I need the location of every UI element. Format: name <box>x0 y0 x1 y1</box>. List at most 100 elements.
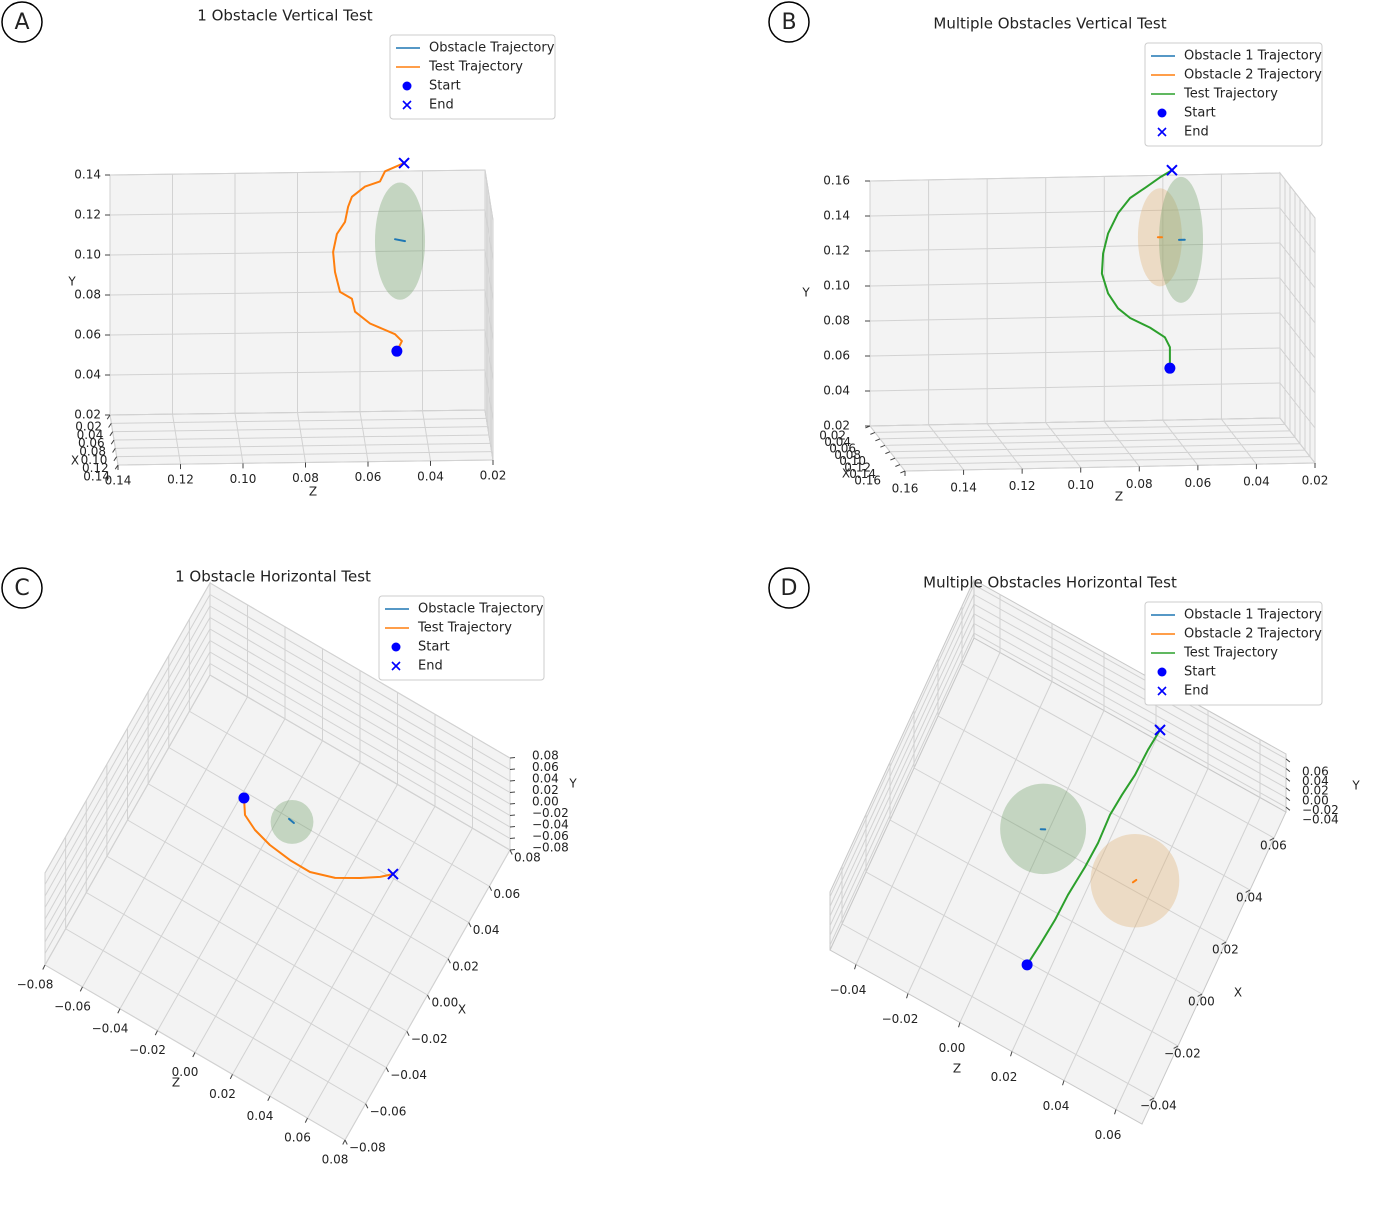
tick-mark <box>875 439 880 441</box>
y-tick-label: 0.02 <box>823 419 850 433</box>
z-axis-label: Z <box>309 485 317 499</box>
legend-label: Test Trajectory <box>1183 87 1278 102</box>
tick-mark <box>448 959 450 963</box>
tick-mark <box>366 1104 368 1108</box>
tick-mark <box>268 1096 270 1100</box>
z-tick-label: −0.04 <box>830 983 867 997</box>
y-tick-label: 0.04 <box>823 384 850 398</box>
z-tick-label: 0.02 <box>991 1070 1018 1084</box>
tick-mark <box>885 452 890 454</box>
legend-label: Test Trajectory <box>428 60 523 75</box>
y-axis-label: Y <box>801 286 810 300</box>
tick-mark <box>1286 798 1290 801</box>
end-marker <box>399 158 409 168</box>
tick-mark <box>1115 1110 1116 1115</box>
tick-mark <box>107 415 110 419</box>
legend-label: End <box>429 98 454 113</box>
tick-mark <box>510 850 512 854</box>
legend-label: Obstacle Trajectory <box>418 602 544 617</box>
z-tick-label: −0.02 <box>882 1012 919 1026</box>
pane <box>870 173 1280 426</box>
chart-title: Multiple Obstacles Horizontal Test <box>923 574 1177 592</box>
x-tick-label: 0.04 <box>1236 891 1263 905</box>
tick-mark <box>890 458 895 460</box>
z-tick-label: 0.08 <box>292 471 319 485</box>
legend-label: Start <box>1184 665 1216 680</box>
panel-label: B <box>781 10 796 35</box>
z-tick-label: −0.04 <box>92 1021 129 1035</box>
chart-title: 1 Obstacle Horizontal Test <box>175 568 371 586</box>
y-axis-label: Y <box>1351 779 1360 793</box>
z-axis-label: Z <box>953 1062 961 1076</box>
tick-mark <box>113 448 116 452</box>
z-tick-label: 0.14 <box>950 480 977 494</box>
tick-mark <box>1011 1052 1012 1057</box>
y-tick-label: 0.10 <box>74 248 101 262</box>
legend-label: Obstacle 2 Trajectory <box>1184 627 1322 642</box>
z-tick-label: 0.08 <box>1126 477 1153 491</box>
x-tick-label: −0.02 <box>411 1032 448 1046</box>
tick-mark <box>345 1140 347 1144</box>
y-tick-label: 0.06 <box>1302 764 1329 778</box>
start-marker <box>238 792 249 803</box>
z-tick-label: 0.02 <box>1302 474 1329 488</box>
tick-mark <box>469 923 471 927</box>
z-tick-label: 0.06 <box>1095 1128 1122 1142</box>
y-axis-label: Y <box>67 275 76 289</box>
x-tick-label: −0.04 <box>1140 1099 1177 1113</box>
y-tick-label: 0.12 <box>823 244 850 258</box>
tick-mark <box>114 457 117 461</box>
tick-mark <box>1286 788 1290 791</box>
tick-mark <box>193 1053 195 1057</box>
z-tick-label: 0.00 <box>939 1041 966 1055</box>
x-tick-label: 0.02 <box>452 959 479 973</box>
start-marker <box>1022 959 1033 970</box>
tick-mark <box>1063 1081 1064 1086</box>
tick-mark <box>43 965 45 969</box>
x-tick-label: 0.16 <box>854 474 881 488</box>
legend-symbol <box>403 82 412 91</box>
tick-mark <box>880 445 885 447</box>
y-tick-label: 0.10 <box>823 279 850 293</box>
y-tick-label: 0.14 <box>823 209 850 223</box>
end-marker <box>1167 165 1177 175</box>
z-tick-label: 0.04 <box>417 469 444 483</box>
legend-label: Obstacle 1 Trajectory <box>1184 49 1322 64</box>
z-tick-label: 0.04 <box>1043 1099 1070 1113</box>
y-tick-label: 0.02 <box>74 408 101 422</box>
z-tick-label: 0.12 <box>167 473 194 487</box>
pane <box>830 638 1286 1124</box>
y-tick-label: 0.04 <box>74 368 101 382</box>
z-tick-label: 0.08 <box>322 1153 349 1167</box>
tick-mark <box>1286 807 1290 810</box>
tick-mark <box>489 886 491 890</box>
tick-mark <box>870 432 875 434</box>
z-tick-label: 0.12 <box>1009 479 1036 493</box>
x-tick-label: 0.00 <box>1188 995 1215 1009</box>
y-axis-label: Y <box>568 777 577 791</box>
y-tick-label: 0.12 <box>74 208 101 222</box>
z-tick-label: 0.10 <box>230 472 257 486</box>
z-tick-label: 0.06 <box>284 1131 311 1145</box>
tick-mark <box>900 471 905 473</box>
legend-label: Obstacle 1 Trajectory <box>1184 608 1322 623</box>
tick-mark <box>155 1031 157 1035</box>
x-tick-label: 0.02 <box>1212 943 1239 957</box>
z-axis-label: Z <box>1115 490 1123 504</box>
legend-symbol <box>1158 668 1167 677</box>
x-axis-label: X <box>71 454 79 468</box>
tick-mark <box>407 1031 409 1035</box>
y-tick-label: 0.08 <box>74 288 101 302</box>
z-tick-label: 0.02 <box>209 1087 236 1101</box>
y-tick-label: 0.08 <box>823 314 850 328</box>
legend-label: End <box>1184 684 1209 699</box>
z-tick-label: 0.06 <box>1184 476 1211 490</box>
z-tick-label: 0.10 <box>1067 478 1094 492</box>
legend-symbol <box>1158 109 1167 118</box>
panel-label: A <box>14 10 29 35</box>
chart-title: 1 Obstacle Vertical Test <box>197 7 373 25</box>
tick-mark <box>111 440 114 444</box>
tick-mark <box>1286 769 1290 772</box>
